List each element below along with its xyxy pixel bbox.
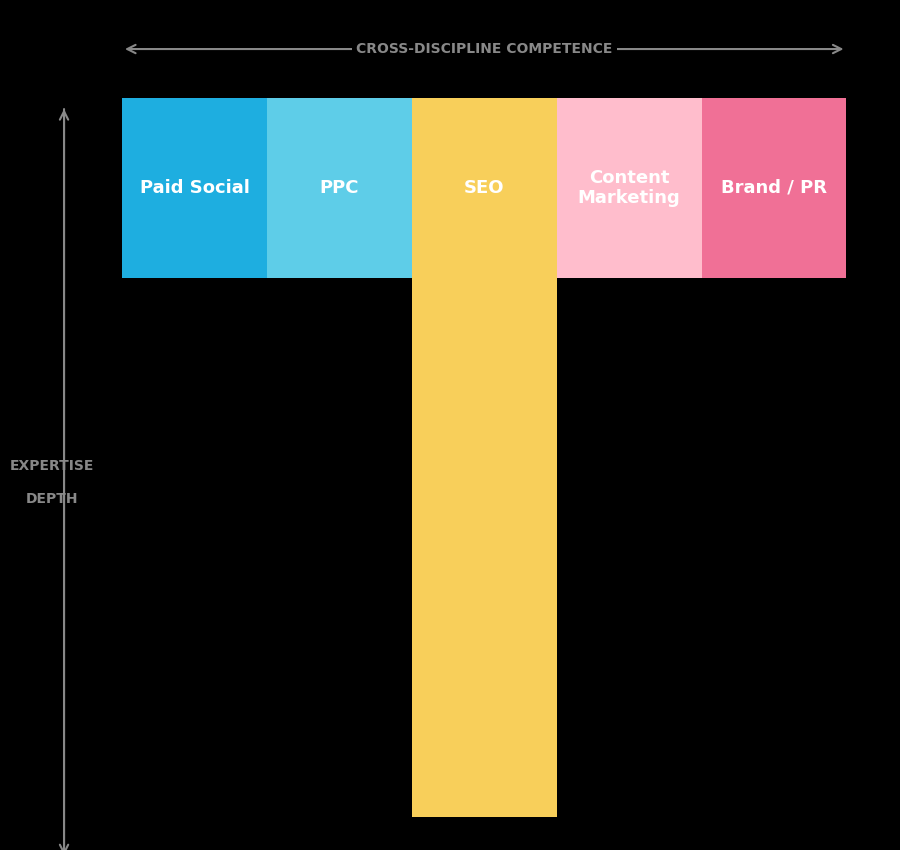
Text: Content
Marketing: Content Marketing — [578, 168, 680, 207]
Text: EXPERTISE: EXPERTISE — [10, 459, 94, 473]
Text: DEPTH: DEPTH — [26, 491, 78, 506]
Text: Brand / PR: Brand / PR — [721, 179, 827, 197]
Text: CROSS-DISCIPLINE COMPETENCE: CROSS-DISCIPLINE COMPETENCE — [356, 42, 612, 56]
Bar — [412, 98, 557, 278]
Bar — [267, 98, 412, 278]
Bar — [557, 98, 701, 278]
Bar — [122, 98, 267, 278]
Text: Paid Social: Paid Social — [140, 179, 249, 197]
Text: SEO: SEO — [464, 179, 505, 197]
Bar — [701, 98, 846, 278]
Text: PPC: PPC — [320, 179, 359, 197]
Bar — [412, 278, 557, 850]
